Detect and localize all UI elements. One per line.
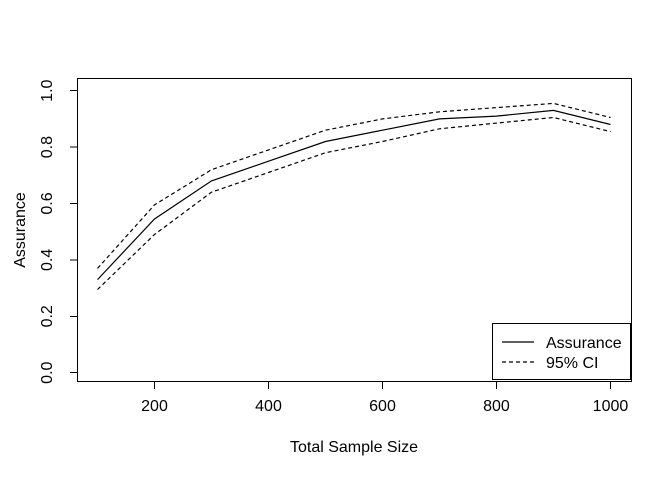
x-tick-label: 800 [483,398,510,415]
ci-upper-line [97,102,611,269]
legend: Assurance 95% CI [492,323,631,380]
y-tick-label: 0.6 [39,192,56,214]
y-axis: 0.0 0.2 0.4 0.6 0.8 1.0 [39,79,77,384]
y-tick-label: 0.0 [39,361,56,383]
ci-lower-line [97,116,611,290]
y-tick-label: 0.4 [39,249,56,271]
x-tick-label: 1000 [593,398,629,415]
legend-label-assurance: Assurance [546,335,622,352]
y-tick-label: 1.0 [39,79,56,101]
y-tick-label: 0.2 [39,305,56,327]
x-axis-title: Total Sample Size [290,439,418,456]
x-tick-label: 400 [255,398,282,415]
y-tick-label: 0.8 [39,136,56,158]
x-tick-label: 200 [141,398,168,415]
legend-label-ci: 95% CI [546,355,598,372]
plot-box [77,78,632,382]
y-axis-title: Assurance [12,192,29,268]
x-axis: 200 400 600 800 1000 [141,382,628,415]
series-lines [97,102,611,290]
assurance-line [97,109,611,281]
x-tick-label: 600 [369,398,396,415]
plot-frame [77,78,632,382]
legend-box [492,323,631,380]
